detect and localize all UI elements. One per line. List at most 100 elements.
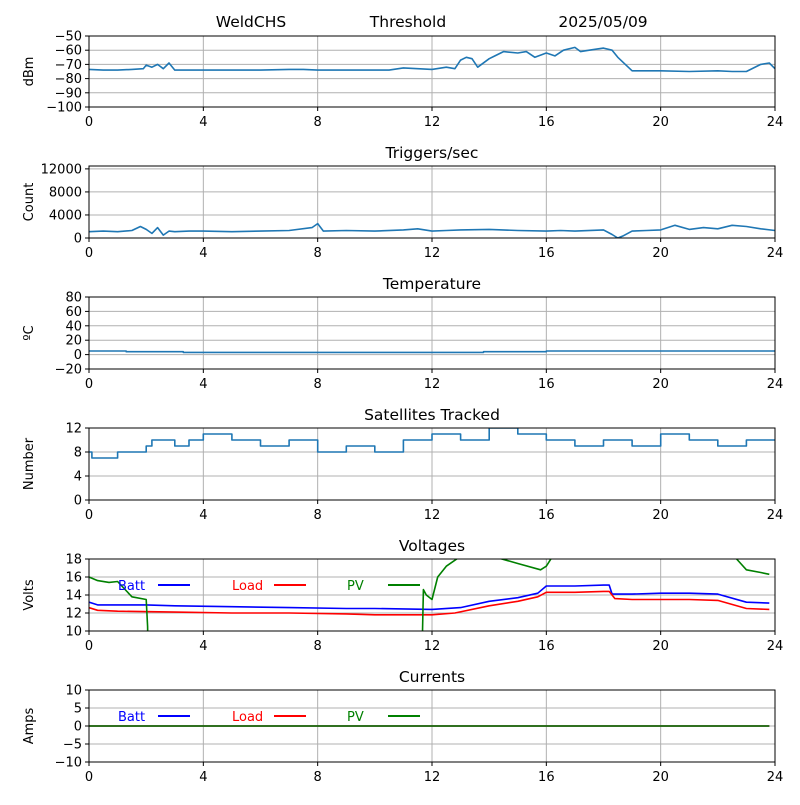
- y-tick-label: −20: [55, 363, 82, 378]
- x-tick-label: 24: [767, 639, 784, 654]
- y-tick-label: 40: [65, 319, 82, 334]
- y-axis-label: ºC: [22, 325, 37, 340]
- panel-0: 0 4 8 12 16 20 24 −100−90−80−70−60−50 dBm: [22, 30, 783, 131]
- y-tick-label: −80: [55, 72, 82, 87]
- y-tick-label: 16: [65, 571, 82, 586]
- x-tick-label: 16: [538, 770, 555, 785]
- x-tick-label: 8: [314, 246, 322, 261]
- y-tick-label: 10: [65, 625, 82, 640]
- x-tick-label: 24: [767, 508, 784, 523]
- y-tick-label: 8: [74, 446, 82, 461]
- y-tick-label: −10: [55, 756, 82, 771]
- series-group: [89, 46, 775, 73]
- x-tick-label: 20: [652, 246, 669, 261]
- series-group: [89, 559, 770, 631]
- y-tick-label: 4000: [49, 208, 82, 223]
- y-axis-label: dBm: [22, 57, 37, 87]
- x-tick-label: 4: [199, 508, 207, 523]
- x-tick-label: 0: [85, 508, 93, 523]
- x-tick-label: 24: [767, 115, 784, 130]
- panel-title: Triggers/sec: [385, 144, 479, 162]
- x-tick-label: 12: [424, 770, 441, 785]
- y-axis-label: Number: [22, 437, 37, 490]
- y-tick-label: 12: [65, 422, 82, 437]
- x-tick-label: 12: [424, 115, 441, 130]
- header-mode: Threshold: [369, 13, 446, 31]
- panel-1: 0 4 8 12 16 20 24 0 4000 8000 12000 Count Triggers/s…: [22, 144, 783, 261]
- y-tick-label: 60: [65, 305, 82, 320]
- x-tick-label: 8: [314, 770, 322, 785]
- x-tick-label: 4: [199, 115, 207, 130]
- x-tick-label: 8: [314, 115, 322, 130]
- panel-3: 0 4 8 12 16 20 24 0 4 8 12 Number Satellites Tracked: [22, 406, 783, 523]
- y-tick-label: 0: [74, 720, 82, 735]
- x-tick-label: 0: [85, 770, 93, 785]
- header-date: 2025/05/09: [558, 13, 647, 31]
- x-tick-label: 16: [538, 508, 555, 523]
- y-tick-label: 4: [74, 470, 82, 485]
- legend-label-load: Load: [232, 579, 263, 594]
- y-tick-label: −90: [55, 86, 82, 101]
- y-tick-label: 80: [65, 291, 82, 306]
- y-tick-label: 0: [74, 494, 82, 509]
- y-tick-label: 20: [65, 334, 82, 349]
- x-tick-label: 4: [199, 770, 207, 785]
- x-tick-label: 4: [199, 377, 207, 392]
- y-tick-label: 18: [65, 553, 82, 568]
- x-tick-label: 16: [538, 639, 555, 654]
- series-line-0: [89, 46, 775, 73]
- legend-label-pv: PV: [347, 579, 364, 594]
- x-tick-label: 12: [424, 508, 441, 523]
- panel-5: 0 4 8 12 16 20 24 −10 −5 0 5 10 Amps Currents Batt Load…: [22, 668, 783, 785]
- x-tick-label: 8: [314, 377, 322, 392]
- panel-title: Voltages: [399, 537, 465, 555]
- y-tick-label: −70: [55, 58, 82, 73]
- y-tick-label: 5: [74, 702, 82, 717]
- x-tick-label: 0: [85, 115, 93, 130]
- series-group: [89, 222, 775, 238]
- x-tick-label: 8: [314, 508, 322, 523]
- panel-title: Currents: [399, 668, 465, 686]
- x-tick-label: 20: [652, 770, 669, 785]
- chart-header: WeldCHS Threshold 2025/05/09: [216, 13, 648, 31]
- x-tick-label: 20: [652, 508, 669, 523]
- legend-label-pv: PV: [347, 710, 364, 725]
- x-tick-label: 24: [767, 246, 784, 261]
- panel-4: 0 4 8 12 16 20 24 10 12 14 16 18 Volts Voltages Batt Lo…: [22, 537, 784, 654]
- series-line-0: [89, 350, 775, 354]
- x-tick-label: 20: [652, 377, 669, 392]
- x-tick-label: 4: [199, 639, 207, 654]
- x-tick-label: 0: [85, 639, 93, 654]
- y-axis-label: Count: [22, 183, 37, 222]
- y-axis-label: Volts: [22, 579, 37, 611]
- x-tick-label: 8: [314, 639, 322, 654]
- y-tick-label: 0: [74, 232, 82, 247]
- x-tick-label: 20: [652, 115, 669, 130]
- y-tick-label: 8000: [49, 185, 82, 200]
- y-tick-label: 10: [65, 684, 82, 699]
- series-group: [89, 428, 775, 459]
- header-station: WeldCHS: [216, 13, 286, 31]
- series-line-pv: [89, 559, 770, 631]
- legend-label-load: Load: [232, 710, 263, 725]
- legend-label-batt: Batt: [118, 579, 145, 594]
- y-tick-label: 0: [74, 348, 82, 363]
- series-line-load: [89, 590, 770, 616]
- x-tick-label: 16: [538, 246, 555, 261]
- x-tick-label: 16: [538, 115, 555, 130]
- x-tick-label: 24: [767, 377, 784, 392]
- y-tick-label: −50: [55, 30, 82, 45]
- y-tick-label: 14: [65, 589, 82, 604]
- y-tick-label: −5: [63, 738, 82, 753]
- x-tick-label: 0: [85, 377, 93, 392]
- series-line-0: [89, 222, 775, 238]
- x-tick-label: 20: [652, 639, 669, 654]
- x-tick-label: 16: [538, 377, 555, 392]
- x-tick-label: 4: [199, 246, 207, 261]
- panel-title: Temperature: [382, 275, 481, 293]
- legend-label-batt: Batt: [118, 710, 145, 725]
- x-tick-label: 12: [424, 639, 441, 654]
